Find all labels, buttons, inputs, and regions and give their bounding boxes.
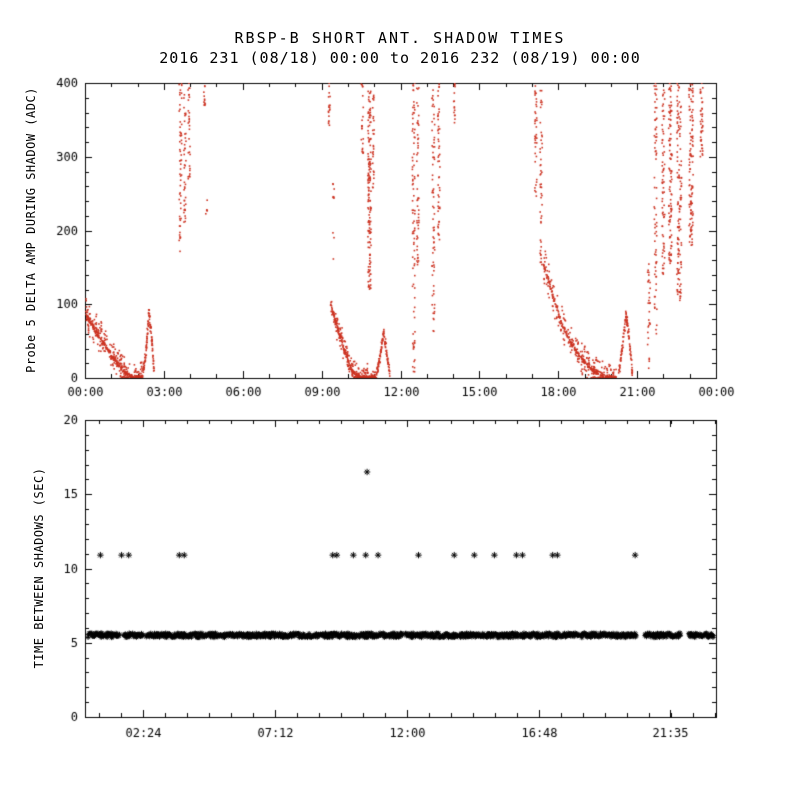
chart-title: RBSP-B SHORT ANT. SHADOW TIMES bbox=[234, 29, 566, 47]
chart-subtitle: 2016 231 (08/18) 00:00 to 2016 232 (08/1… bbox=[159, 49, 641, 67]
top-panel-ylabel: Probe 5 DELTA AMP DURING SHADOW (ADC) bbox=[24, 87, 38, 373]
bottom-panel-ylabel: TIME BETWEEN SHADOWS (SEC) bbox=[32, 467, 46, 669]
